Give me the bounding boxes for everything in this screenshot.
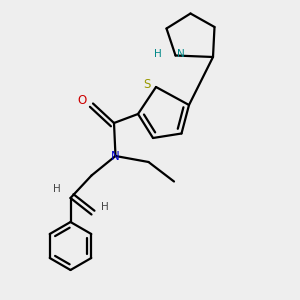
Text: N: N xyxy=(111,149,120,163)
Text: O: O xyxy=(78,94,87,107)
Text: N: N xyxy=(177,49,185,59)
Text: H: H xyxy=(154,49,162,59)
Text: H: H xyxy=(53,184,61,194)
Text: S: S xyxy=(143,77,151,91)
Text: H: H xyxy=(101,202,109,212)
